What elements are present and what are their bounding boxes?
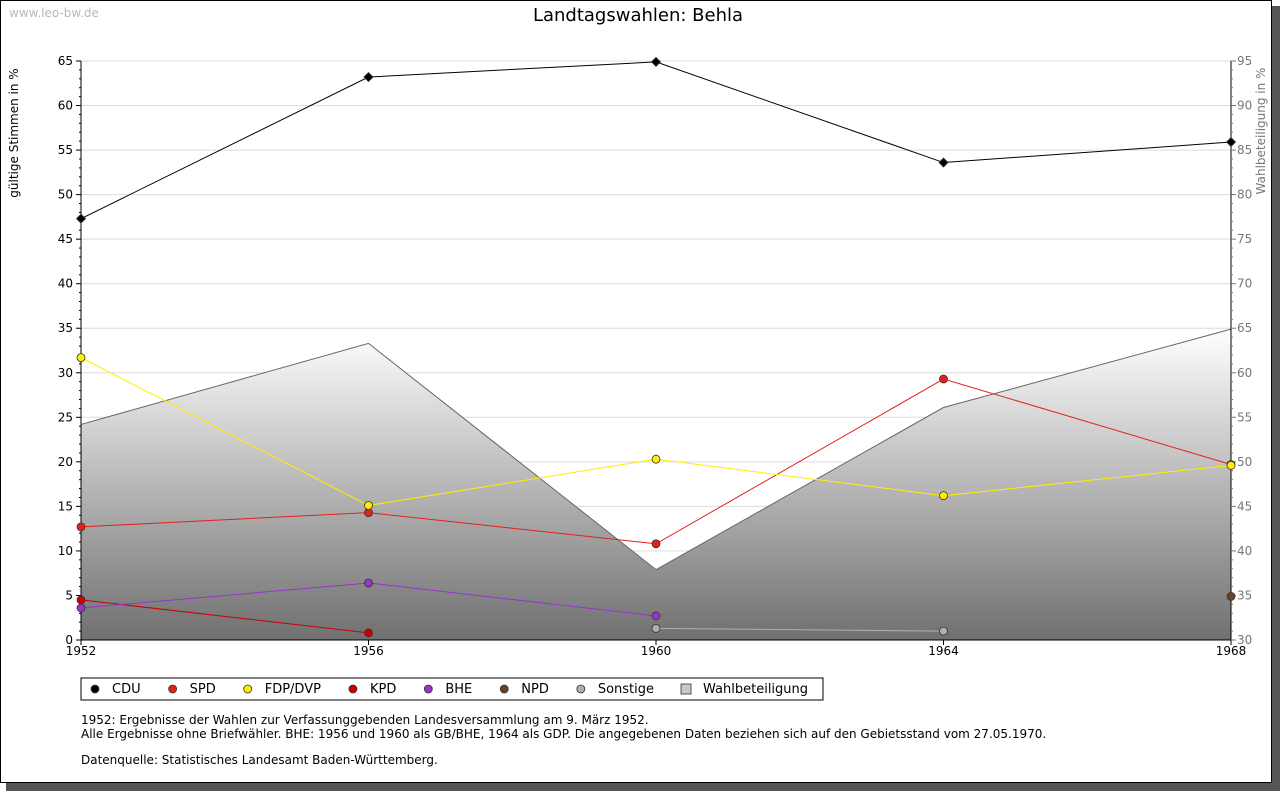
y-tick-label-40: 40 xyxy=(58,277,73,291)
y-tick-label-35: 35 xyxy=(58,321,73,335)
point-bhe-1956 xyxy=(364,578,373,588)
point-bhe-1952 xyxy=(76,603,86,613)
legend-label-bhe: BHE xyxy=(445,682,472,697)
y2-tick-label-60: 60 xyxy=(1237,366,1252,380)
y-tick-label-10: 10 xyxy=(58,544,73,558)
y2-tick-label-75: 75 xyxy=(1237,232,1252,246)
point-fdp-dvp-1968 xyxy=(1226,461,1236,470)
y2-tick-label-90: 90 xyxy=(1237,99,1252,113)
series-line-cdu xyxy=(80,61,1232,220)
turnout-area-fill xyxy=(81,329,1231,640)
point-spd-1964 xyxy=(939,374,948,384)
legend-label-sonstige: Sonstige xyxy=(598,682,654,697)
note-datenquelle: Datenquelle: Statistisches Landesamt Bad… xyxy=(81,753,438,767)
y-tick-label-25: 25 xyxy=(58,410,73,424)
y-tick-label-45: 45 xyxy=(58,232,73,246)
point-cdu-1956 xyxy=(363,71,374,83)
x-tick-label-1964: 1964 xyxy=(928,644,959,658)
y-tick-label-50: 50 xyxy=(58,188,73,202)
legend-swatch-wahlbeteiligung xyxy=(680,683,692,695)
y2-tick-label-30: 30 xyxy=(1237,633,1252,647)
y-tick-label-60: 60 xyxy=(58,99,73,113)
frame-shadow-right xyxy=(1272,6,1280,791)
chart-title: Landtagswahlen: Behla xyxy=(533,5,743,26)
point-spd-1952 xyxy=(76,522,86,532)
point-sonstige-1960 xyxy=(651,624,661,633)
y-tick-label-30: 30 xyxy=(58,366,73,380)
point-cdu-1964 xyxy=(938,157,949,168)
point-fdp-dvp-1956 xyxy=(364,501,373,510)
y2-tick-label-80: 80 xyxy=(1237,188,1252,202)
point-cdu-1960 xyxy=(650,56,662,67)
y2-tick-label-85: 85 xyxy=(1237,143,1252,157)
y2-axis-label: Wahlbeteiligung in % xyxy=(1254,68,1268,195)
y2-tick-label-45: 45 xyxy=(1237,499,1252,513)
y2-tick-label-35: 35 xyxy=(1237,588,1252,602)
legend-marker-kpd xyxy=(348,684,358,694)
y-tick-label-20: 20 xyxy=(58,455,73,469)
point-fdp-dvp-1964 xyxy=(939,491,948,501)
point-fdp-dvp-1952 xyxy=(76,353,86,363)
point-kpd-1952 xyxy=(76,595,86,605)
y2-tick-label-70: 70 xyxy=(1237,277,1252,291)
legend: CDU SPD FDP/DVP KPD BHE NPD Sonstige Wahlbeteil… xyxy=(80,677,824,701)
point-sonstige-1964 xyxy=(939,626,948,636)
legend-marker-bhe xyxy=(423,684,433,694)
note-1952: 1952: Ergebnisse der Wahlen zur Verfassu… xyxy=(81,713,649,727)
series-line-sonstige xyxy=(655,627,944,632)
legend-label-spd: SPD xyxy=(190,682,216,697)
y-tick-label-15: 15 xyxy=(58,499,73,513)
y-tick-label-0: 0 xyxy=(65,633,73,647)
point-cdu-1952 xyxy=(75,213,87,224)
y-axis-label: gültige Stimmen in % xyxy=(7,68,21,197)
legend-label-cdu: CDU xyxy=(112,682,141,697)
legend-label-wahlbeteiligung: Wahlbeteiligung xyxy=(703,682,808,697)
legend-marker-npd xyxy=(499,684,509,694)
y2-tick-label-40: 40 xyxy=(1237,544,1252,558)
turnout-line xyxy=(80,328,1232,571)
series-lines xyxy=(75,56,1237,638)
point-kpd-1956 xyxy=(364,628,373,638)
x-tick-label-1968: 1968 xyxy=(1216,644,1247,658)
y2-tick-label-65: 65 xyxy=(1237,321,1252,335)
point-cdu-1968 xyxy=(1225,136,1237,148)
x-tick-label-1960: 1960 xyxy=(641,644,672,658)
y2-tick-label-55: 55 xyxy=(1237,410,1252,424)
point-npd-1968 xyxy=(1226,591,1236,601)
x-tick-label-1952: 1952 xyxy=(66,644,97,658)
point-spd-1960 xyxy=(651,539,661,549)
note-briefwaehler: Alle Ergebnisse ohne Briefwähler. BHE: 1… xyxy=(81,727,1047,741)
y2-tick-label-50: 50 xyxy=(1237,455,1252,469)
y-tick-label-5: 5 xyxy=(65,588,73,602)
y2-tick-label-95: 95 xyxy=(1237,54,1252,68)
frame-shadow-bottom xyxy=(6,783,1280,791)
point-bhe-1960 xyxy=(651,611,661,621)
legend-marker-cdu xyxy=(90,684,100,694)
axes: 0 5 10 15 20 25 30 35 40 45 50 55 60 65 30 35 40 45 50 55 60… xyxy=(58,54,1253,658)
point-fdp-dvp-1960 xyxy=(651,454,661,464)
watermark: www.leo-bw.de xyxy=(9,6,99,20)
legend-marker-sonstige xyxy=(576,684,586,694)
series-line-kpd xyxy=(80,599,369,634)
y-tick-label-65: 65 xyxy=(58,54,73,68)
legend-label-kpd: KPD xyxy=(370,682,396,697)
turnout-area xyxy=(80,328,1232,640)
legend-label-fdp-dvp: FDP/DVP xyxy=(265,682,321,697)
legend-marker-spd xyxy=(168,684,178,694)
legend-box xyxy=(80,677,824,701)
y-tick-label-55: 55 xyxy=(58,143,73,157)
legend-label-npd: NPD xyxy=(521,682,549,697)
legend-marker-fdp-dvp xyxy=(243,684,253,694)
x-tick-label-1956: 1956 xyxy=(353,644,384,658)
